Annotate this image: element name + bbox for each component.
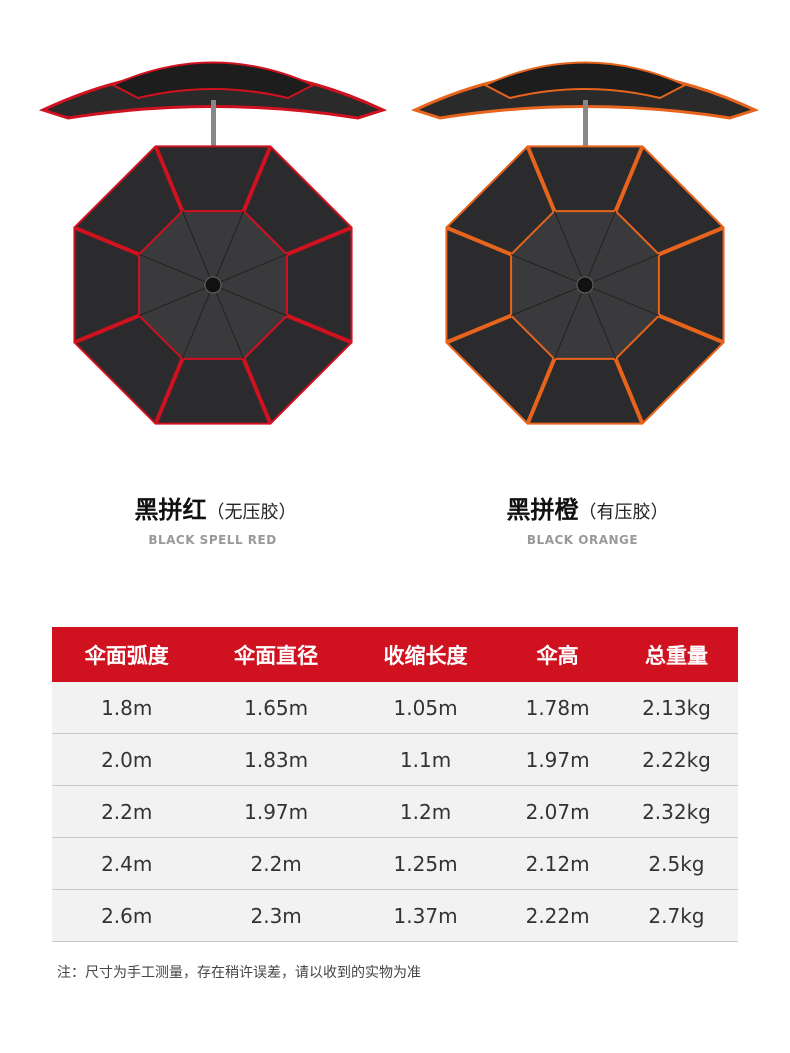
canopy-rib [658, 313, 725, 345]
canopy-rib [73, 313, 140, 345]
canopy-rib [525, 358, 557, 425]
header-cell: 收缩长度 [350, 627, 501, 682]
canopy-seam [138, 284, 214, 317]
table-cell: 2.7kg [614, 889, 738, 942]
canopy-seam [212, 210, 245, 286]
table-cell: 2.22m [500, 889, 615, 942]
canopy-rib [153, 358, 185, 425]
canopy-rib [658, 225, 725, 257]
variant-english-orange: BLACK ORANGE [526, 533, 639, 547]
header-cell: 伞面直径 [201, 627, 351, 682]
table-cell: 2.3m [201, 889, 351, 942]
canopy-center-cap [576, 276, 594, 294]
canopy-rib [286, 225, 353, 257]
table-row: 1.8m 1.65m 1.05m 1.78m 2.13kg [52, 682, 738, 734]
canopy-rib [286, 313, 353, 345]
table-cell: 1.97m [201, 785, 351, 838]
canopy-rib [241, 358, 273, 425]
table-row: 2.0m 1.83m 1.1m 1.97m 2.22kg [52, 733, 738, 786]
table-row: 2.6m 2.3m 1.37m 2.22m 2.7kg [52, 889, 738, 942]
canopy-seam [584, 253, 660, 286]
header-cell: 伞高 [500, 627, 615, 682]
variant-note: （有压胶） [578, 502, 669, 523]
variant-english-red: BLACK SPELL RED [148, 533, 277, 547]
variant-title-orange: 黑拼橙（有压胶） [390, 490, 785, 525]
canopy-seam [212, 284, 245, 360]
canopy-seam [584, 284, 617, 360]
spec-table: 伞面弧度 伞面直径 收缩长度 伞高 总重量 1.8m 1.65m 1.05m 1.78… [52, 627, 738, 942]
canopy-rib [153, 145, 185, 212]
canopy-seam [553, 284, 586, 360]
canopy-seam [212, 253, 288, 286]
variant-note: （无压胶） [206, 502, 297, 523]
variant-title-red: 黑拼红（无压胶） [18, 490, 413, 525]
table-cell: 1.05m [350, 682, 501, 734]
variant-name: 黑拼橙 [506, 496, 579, 524]
canopy-seam [138, 253, 214, 286]
table-cell: 1.25m [350, 837, 501, 890]
umbrella-image-orange [390, 0, 785, 470]
canopy-rib [613, 358, 645, 425]
table-cell: 2.5kg [614, 837, 738, 890]
table-cell: 2.2m [52, 785, 202, 838]
table-cell: 1.8m [52, 682, 202, 734]
header-cell: 伞面弧度 [52, 627, 202, 682]
canopy-seam [584, 210, 617, 286]
canopy-seam [510, 253, 586, 286]
canopy-rib [445, 225, 512, 257]
canopy-seam [584, 284, 660, 317]
canopy-seam [553, 210, 586, 286]
canopy-seam [181, 284, 214, 360]
canopy-rib [241, 145, 273, 212]
canopy-seam [212, 284, 288, 317]
table-cell: 1.1m [350, 733, 501, 786]
table-cell: 2.2m [201, 837, 351, 890]
umbrella-image-red [18, 0, 413, 470]
canopy-seam [510, 284, 586, 317]
canopy-rib [613, 145, 645, 212]
table-cell: 2.4m [52, 837, 202, 890]
canopy-top-layer [110, 61, 316, 100]
table-cell: 1.65m [201, 682, 351, 734]
canopy-center-cap [204, 276, 222, 294]
umbrella-pole [583, 100, 588, 170]
table-cell: 1.37m [350, 889, 501, 942]
table-cell: 2.32kg [614, 785, 738, 838]
canopy-rib [73, 225, 140, 257]
table-cell: 2.13kg [614, 682, 738, 734]
table-cell: 2.0m [52, 733, 202, 786]
table-cell: 2.12m [500, 837, 615, 890]
umbrella-red-illustration [38, 61, 388, 425]
umbrella-pole [211, 100, 216, 170]
canopy-seam [181, 210, 214, 286]
canopy-rib [525, 145, 557, 212]
table-row: 2.4m 2.2m 1.25m 2.12m 2.5kg [52, 837, 738, 890]
table-row: 2.2m 1.97m 1.2m 2.07m 2.32kg [52, 785, 738, 838]
umbrella-orange-illustration [410, 61, 760, 425]
variant-name: 黑拼红 [134, 496, 207, 524]
footnote: 注：尺寸为手工测量，存在稍许误差，请以收到的实物为准 [57, 965, 421, 981]
header-cell: 总重量 [614, 627, 738, 682]
table-cell: 1.78m [500, 682, 615, 734]
table-header-row: 伞面弧度 伞面直径 收缩长度 伞高 总重量 [52, 627, 738, 682]
canopy-rib [445, 313, 512, 345]
table-cell: 2.07m [500, 785, 615, 838]
table-cell: 1.83m [201, 733, 351, 786]
table-cell: 1.2m [350, 785, 501, 838]
canopy-top-layer [482, 61, 688, 100]
table-cell: 2.6m [52, 889, 202, 942]
table-cell: 2.22kg [614, 733, 738, 786]
table-cell: 1.97m [500, 733, 615, 786]
